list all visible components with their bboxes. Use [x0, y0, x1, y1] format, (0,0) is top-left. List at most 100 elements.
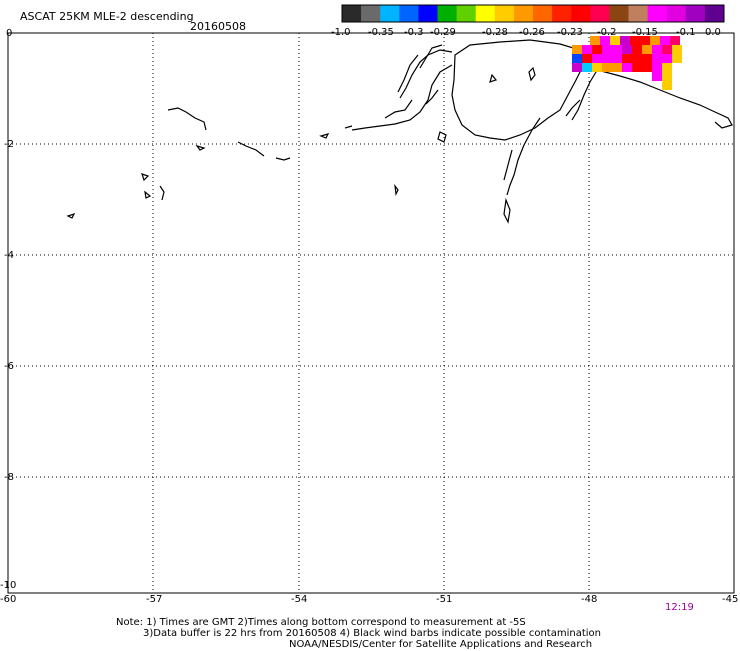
colorbar-segment	[647, 5, 668, 22]
swath-cell	[582, 63, 592, 72]
swath-cell	[672, 54, 682, 63]
colorbar-segment	[418, 5, 438, 22]
swath-cell	[592, 45, 602, 54]
swath-cell	[630, 36, 640, 45]
map-title: ASCAT 25KM MLE-2 descending	[20, 10, 194, 23]
y-tick-5: -10	[0, 580, 17, 591]
swath-cell	[660, 36, 670, 45]
swath-cell	[642, 45, 652, 54]
swath-cell	[672, 45, 682, 54]
colorbar-label-10: 0.0	[705, 27, 721, 38]
swath-cell	[642, 54, 652, 63]
note-line-1: Note: 1) Times are GMT 2)Times along bot…	[116, 617, 526, 628]
colorbar-segment	[342, 5, 362, 22]
colorbar-label-6: -0.23	[557, 27, 583, 38]
colorbar-border	[341, 4, 725, 23]
swath-cell	[612, 54, 622, 63]
swath-cell	[662, 81, 672, 90]
colorbar-segment	[571, 5, 591, 22]
swath-cell	[582, 45, 592, 54]
swath-cell	[612, 63, 622, 72]
y-tick-3: -6	[4, 361, 14, 372]
swath-cell	[602, 54, 612, 63]
swath-cell	[602, 63, 612, 72]
swath-cell	[642, 63, 652, 72]
colorbar-segment	[475, 5, 496, 22]
colorbar-segment	[437, 5, 458, 22]
colorbar-segment	[628, 5, 649, 22]
swath-cell	[620, 36, 630, 45]
note-line-3: NOAA/NESDIS/Center for Satellite Applica…	[289, 639, 593, 650]
colorbar-segment	[552, 5, 572, 22]
x-tick-0: -60	[0, 594, 17, 605]
swath-cell	[662, 54, 672, 63]
x-tick-1: -57	[146, 594, 163, 605]
colorbar-label-5: -0.26	[519, 27, 545, 38]
swath-cell	[632, 54, 642, 63]
colorbar-label-3: -0.29	[430, 27, 456, 38]
grid	[8, 33, 734, 593]
colorbar-label-2: -0.3	[404, 27, 424, 38]
swath-cell	[652, 72, 662, 81]
y-tick-0: 0	[6, 28, 13, 39]
swath-cell	[572, 45, 582, 54]
x-tick-2: -54	[291, 594, 308, 605]
swath-cell	[622, 54, 632, 63]
colorbar-label-8: -0.15	[632, 27, 658, 38]
colorbar-label-4: -0.28	[482, 27, 508, 38]
colorbar-segment	[494, 5, 515, 22]
swath-cell	[632, 45, 642, 54]
swath-cell	[652, 45, 662, 54]
swath-cell	[622, 63, 632, 72]
data-swath	[572, 36, 682, 90]
colorbar-segment	[704, 5, 725, 22]
swath-cell	[652, 63, 662, 72]
colorbar-label-1: -0.35	[368, 27, 394, 38]
swath-cell	[590, 36, 600, 45]
x-tick-4: -48	[581, 594, 598, 605]
swath-cell	[632, 63, 642, 72]
swath-cell	[582, 54, 592, 63]
colorbar-label-7: -0.2	[597, 27, 617, 38]
swath-cell	[602, 45, 612, 54]
colorbar-label-0: -1.0	[331, 27, 351, 38]
colorbar-segment	[361, 5, 381, 22]
colorbar-segment	[399, 5, 419, 22]
y-tick-2: -4	[4, 250, 14, 261]
colorbar-segment	[380, 5, 400, 22]
note-line-2: 3)Data buffer is 22 hrs from 20160508 4)…	[143, 628, 601, 639]
coastlines	[66, 39, 733, 224]
x-tick-5: -45	[722, 594, 739, 605]
swath-cell	[600, 36, 610, 45]
swath-cell	[640, 36, 650, 45]
swath-cell	[592, 63, 602, 72]
colorbar-segment	[666, 5, 687, 22]
colorbar-segment	[533, 5, 553, 22]
colorbar	[341, 4, 725, 23]
colorbar-segment	[456, 5, 477, 22]
swath-cell	[662, 72, 672, 81]
swath-cell	[592, 54, 602, 63]
swath-cell	[612, 45, 622, 54]
colorbar-segment	[513, 5, 534, 22]
y-tick-1: -2	[4, 139, 14, 150]
swath-cell	[662, 45, 672, 54]
swath-cell	[572, 54, 582, 63]
swath-cell	[652, 54, 662, 63]
time-stamp: 12:19	[665, 602, 694, 613]
plot-frame	[7, 32, 735, 594]
swath-cell	[572, 63, 582, 72]
map-date: 20160508	[190, 20, 246, 33]
colorbar-segment	[685, 5, 706, 22]
colorbar-segment	[609, 5, 629, 22]
swath-cell	[670, 36, 680, 45]
colorbar-segment	[590, 5, 610, 22]
y-tick-4: -8	[4, 472, 14, 483]
x-tick-3: -51	[436, 594, 453, 605]
swath-cell	[622, 45, 632, 54]
swath-cell	[610, 36, 620, 45]
swath-cell	[662, 63, 672, 72]
swath-cell	[650, 36, 660, 45]
colorbar-label-9: -0.1	[676, 27, 696, 38]
